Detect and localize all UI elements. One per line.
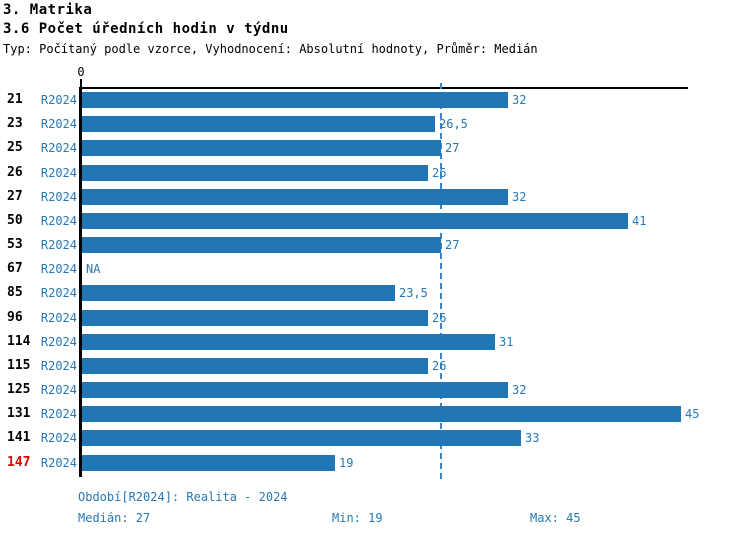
chart-meta: Typ: Počítaný podle vzorce, Vyhodnocení:… <box>3 42 538 56</box>
bar-value-label: 23,5 <box>399 286 428 300</box>
bar <box>82 285 395 301</box>
row-series-label: R2024 <box>40 407 77 421</box>
chart-title: 3.6 Počet úředních hodin v týdnu <box>3 21 289 37</box>
table-row: 23 R2024 26,5 <box>0 116 750 132</box>
bar <box>82 382 508 398</box>
bar-value-label: 31 <box>499 335 514 349</box>
row-series-label: R2024 <box>40 141 77 155</box>
x-axis-line <box>81 87 688 89</box>
table-row: 26 R2024 26 <box>0 165 750 181</box>
bar-value-label: 26,5 <box>439 117 468 131</box>
bar <box>82 92 508 108</box>
bar <box>82 237 441 253</box>
x-axis-zero-label: 0 <box>77 65 85 79</box>
table-row: 50 R2024 41 <box>0 213 750 229</box>
row-category-label: 96 <box>7 310 23 325</box>
table-row: 67 R2024 NA <box>0 261 750 277</box>
table-row: 85 R2024 23,5 <box>0 285 750 301</box>
table-row: 125 R2024 32 <box>0 382 750 398</box>
table-row: 114 R2024 31 <box>0 334 750 350</box>
bar <box>82 189 508 205</box>
page-title: 3. Matrika <box>3 2 93 18</box>
bar-value-label: 26 <box>432 311 447 325</box>
stat-max: Max: 45 <box>530 511 581 525</box>
stat-median: Medián: 27 <box>78 511 151 525</box>
row-series-label: R2024 <box>40 431 77 445</box>
table-row: 96 R2024 26 <box>0 310 750 326</box>
row-series-label: R2024 <box>40 214 77 228</box>
bar-value-label: 32 <box>512 93 527 107</box>
table-row: 21 R2024 32 <box>0 92 750 108</box>
table-row: 131 R2024 45 <box>0 406 750 422</box>
row-category-label: 23 <box>7 116 23 131</box>
bar <box>82 406 681 422</box>
row-series-label: R2024 <box>40 262 77 276</box>
row-series-label: R2024 <box>40 117 77 131</box>
row-category-label: 131 <box>7 406 31 421</box>
row-series-label: R2024 <box>40 286 77 300</box>
bar <box>82 358 428 374</box>
row-category-label: 141 <box>7 430 31 445</box>
table-row: 147 R2024 19 <box>0 455 750 471</box>
bar <box>82 430 521 446</box>
bar-value-label: 32 <box>512 190 527 204</box>
row-category-label: 21 <box>7 92 23 107</box>
bar <box>82 455 335 471</box>
row-category-label: 53 <box>7 237 23 252</box>
bar <box>82 334 495 350</box>
bar-value-label: NA <box>86 262 101 276</box>
bar-value-label: 19 <box>339 456 354 470</box>
median-line <box>440 83 443 479</box>
x-axis-zero-tick <box>80 79 82 89</box>
bar <box>82 213 628 229</box>
row-series-label: R2024 <box>40 190 77 204</box>
row-series-label: R2024 <box>40 311 77 325</box>
row-series-label: R2024 <box>40 456 77 470</box>
bar <box>82 165 428 181</box>
bar-value-label: 26 <box>432 359 447 373</box>
bar-value-label: 45 <box>685 407 700 421</box>
row-series-label: R2024 <box>40 359 77 373</box>
bar <box>82 140 441 156</box>
row-category-label: 27 <box>7 189 23 204</box>
row-series-label: R2024 <box>40 93 77 107</box>
table-row: 25 R2024 27 <box>0 140 750 156</box>
row-category-label: 125 <box>7 382 31 397</box>
row-category-label: 50 <box>7 213 23 228</box>
row-series-label: R2024 <box>40 238 77 252</box>
table-row: 141 R2024 33 <box>0 430 750 446</box>
row-series-label: R2024 <box>40 383 77 397</box>
bar-value-label: 26 <box>432 166 447 180</box>
bar <box>82 116 435 132</box>
row-category-label: 147 <box>7 455 31 470</box>
bar-value-label: 33 <box>525 431 540 445</box>
legend-period: Období[R2024]: Realita - 2024 <box>78 490 288 504</box>
row-category-label: 67 <box>7 261 23 276</box>
bar-value-label: 32 <box>512 383 527 397</box>
row-series-label: R2024 <box>40 335 77 349</box>
row-category-label: 26 <box>7 165 23 180</box>
row-category-label: 114 <box>7 334 31 349</box>
row-category-label: 115 <box>7 358 31 373</box>
bar-value-label: 27 <box>445 238 460 252</box>
row-category-label: 85 <box>7 285 23 300</box>
row-category-label: 25 <box>7 140 23 155</box>
stat-min: Min: 19 <box>332 511 383 525</box>
table-row: 27 R2024 32 <box>0 189 750 205</box>
bar <box>82 310 428 326</box>
row-series-label: R2024 <box>40 166 77 180</box>
table-row: 115 R2024 26 <box>0 358 750 374</box>
table-row: 53 R2024 27 <box>0 237 750 253</box>
bar-value-label: 41 <box>632 214 647 228</box>
y-axis-line <box>79 87 82 477</box>
bar-value-label: 27 <box>445 141 460 155</box>
